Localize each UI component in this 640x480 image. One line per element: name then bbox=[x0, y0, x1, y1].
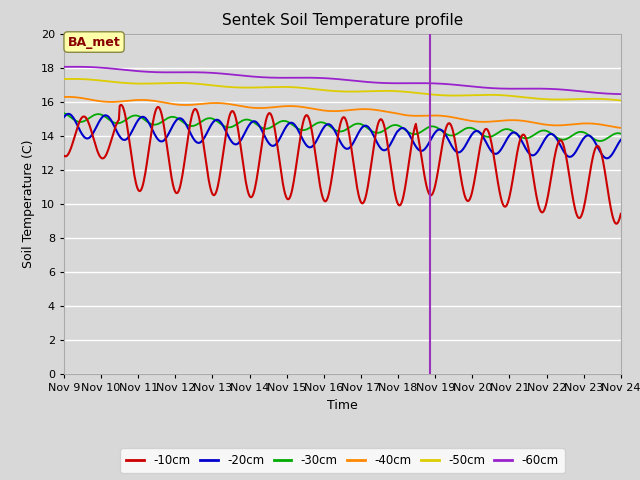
Title: Sentek Soil Temperature profile: Sentek Soil Temperature profile bbox=[222, 13, 463, 28]
Legend: -10cm, -20cm, -30cm, -40cm, -50cm, -60cm: -10cm, -20cm, -30cm, -40cm, -50cm, -60cm bbox=[120, 448, 564, 473]
Text: BA_met: BA_met bbox=[68, 36, 120, 48]
Y-axis label: Soil Temperature (C): Soil Temperature (C) bbox=[22, 140, 35, 268]
X-axis label: Time: Time bbox=[327, 399, 358, 412]
